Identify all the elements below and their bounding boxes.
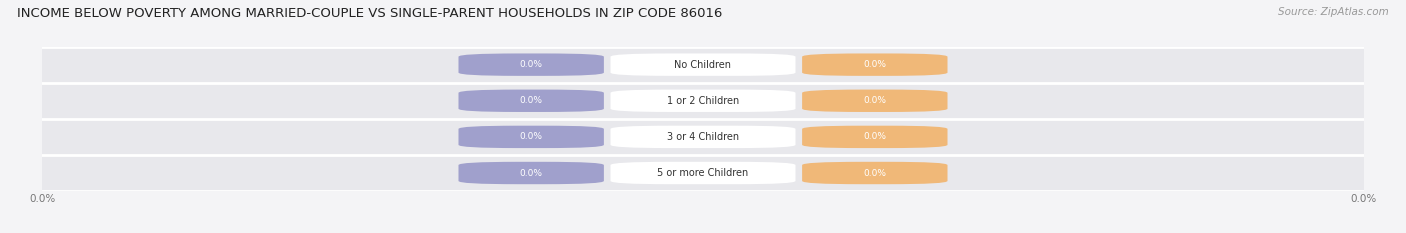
FancyBboxPatch shape — [801, 126, 948, 148]
FancyBboxPatch shape — [42, 47, 1364, 83]
Text: 0.0%: 0.0% — [520, 168, 543, 178]
Text: 1 or 2 Children: 1 or 2 Children — [666, 96, 740, 106]
FancyBboxPatch shape — [610, 89, 796, 112]
FancyBboxPatch shape — [801, 53, 948, 76]
Text: 0.0%: 0.0% — [863, 96, 886, 105]
FancyBboxPatch shape — [458, 89, 605, 112]
Text: 0.0%: 0.0% — [520, 60, 543, 69]
Text: 0.0%: 0.0% — [863, 168, 886, 178]
FancyBboxPatch shape — [42, 119, 1364, 155]
FancyBboxPatch shape — [458, 126, 605, 148]
Text: Source: ZipAtlas.com: Source: ZipAtlas.com — [1278, 7, 1389, 17]
FancyBboxPatch shape — [801, 162, 948, 184]
Text: 0.0%: 0.0% — [520, 132, 543, 141]
FancyBboxPatch shape — [610, 162, 796, 184]
FancyBboxPatch shape — [610, 53, 796, 76]
Text: 3 or 4 Children: 3 or 4 Children — [666, 132, 740, 142]
Text: 5 or more Children: 5 or more Children — [658, 168, 748, 178]
FancyBboxPatch shape — [42, 155, 1364, 191]
FancyBboxPatch shape — [801, 89, 948, 112]
Text: 0.0%: 0.0% — [863, 60, 886, 69]
Text: 0.0%: 0.0% — [863, 132, 886, 141]
Text: 0.0%: 0.0% — [520, 96, 543, 105]
FancyBboxPatch shape — [610, 126, 796, 148]
FancyBboxPatch shape — [458, 162, 605, 184]
Text: No Children: No Children — [675, 60, 731, 70]
FancyBboxPatch shape — [458, 53, 605, 76]
Text: INCOME BELOW POVERTY AMONG MARRIED-COUPLE VS SINGLE-PARENT HOUSEHOLDS IN ZIP COD: INCOME BELOW POVERTY AMONG MARRIED-COUPL… — [17, 7, 723, 20]
FancyBboxPatch shape — [42, 83, 1364, 119]
